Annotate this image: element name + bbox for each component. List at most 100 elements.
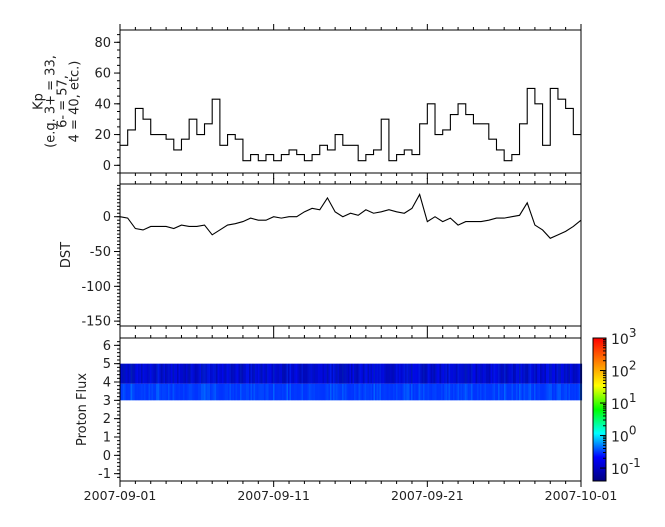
flux-cell [264,383,266,401]
flux-cell [537,363,539,384]
flux-cell [390,363,392,384]
flux-cell [169,363,172,384]
flux-cell [277,363,280,384]
flux-cell [574,383,577,401]
flux-cell [330,383,332,401]
flux-cell [120,383,122,401]
flux-cell [133,383,136,401]
flux-cell [237,383,239,401]
flux-cell [412,383,415,401]
y-axis-label-line: Kp [32,93,47,110]
flux-cell [171,363,173,384]
flux-cell [313,383,316,401]
y-tick-label: 60 [94,67,111,82]
flux-cell [160,383,163,401]
flux-cell [457,363,460,384]
flux-cell [352,363,355,384]
y-tick-label: 1 [103,431,111,446]
flux-cell [165,383,167,401]
flux-cell [523,363,526,384]
flux-cell [255,383,257,401]
flux-cell [207,383,209,401]
flux-cell [430,383,433,401]
flux-cell [483,383,485,401]
flux-cell [552,383,554,401]
flux-cell [333,383,335,401]
flux-cell [145,363,148,384]
flux-cell [229,363,232,384]
flux-cell [447,383,449,401]
flux-cell [165,363,167,384]
flux-cell [312,363,314,384]
flux-cell [517,363,520,384]
flux-cell [181,363,184,384]
flux-cell [324,363,326,384]
flux-cell [144,363,146,384]
flux-cell [330,363,332,384]
flux-cell [517,383,520,401]
flux-cell [358,383,361,401]
flux-cell [493,363,496,384]
flux-cell [427,363,430,384]
flux-cell [126,363,128,384]
flux-cell [231,383,233,401]
flux-cell [510,383,512,401]
flux-cell [466,363,469,384]
flux-cell [300,383,302,401]
flux-cell [556,363,559,384]
flux-cell [282,363,284,384]
flux-cell [268,363,271,384]
flux-cell [306,363,308,384]
flux-cell [432,363,434,384]
flux-cell [216,363,218,384]
flux-cell [418,363,421,384]
flux-cell [231,363,233,384]
flux-cell [120,363,122,384]
y-tick-label: 4 [103,376,111,391]
flux-cell [291,383,293,401]
flux-cell [507,383,509,401]
flux-cell [258,383,260,401]
flux-cell [234,383,236,401]
flux-cell [445,383,448,401]
flux-cell [129,363,131,384]
flux-cell [274,383,277,401]
flux-cell [490,363,493,384]
flux-cell [339,363,341,384]
flux-cell [370,363,373,384]
y-axis-label: Kp(e.g. 3+ = 33,6- = 57,4 = 40, etc.) [32,55,83,148]
flux-cell [267,383,269,401]
flux-cell [549,363,551,384]
flux-cell [552,363,554,384]
flux-cell [331,363,334,384]
flux-cell [193,363,196,384]
flux-cell [478,383,481,401]
flux-cell [187,383,190,401]
flux-cell [399,363,401,384]
flux-cell [190,383,193,401]
flux-cell [505,363,508,384]
flux-cell [391,363,394,384]
flux-cell [418,383,421,401]
flux-cell [511,383,514,401]
flux-cell [460,363,463,384]
flux-cell [474,383,476,401]
flux-cell [135,383,137,401]
flux-cell [315,363,317,384]
y-tick-label: 3 [103,394,111,409]
flux-cell [252,383,254,401]
flux-cell [525,383,527,401]
flux-cell [232,363,235,384]
flux-cell [486,363,488,384]
flux-cell [189,383,191,401]
flux-cell [366,363,368,384]
flux-cell [235,363,238,384]
flux-cell [481,383,484,401]
flux-cell [244,363,247,384]
flux-cell [199,363,202,384]
colorbar-tick-exponent: 1 [629,391,637,405]
flux-cell [162,363,164,384]
flux-cell [238,363,241,384]
flux-cell [387,383,389,401]
flux-cell [250,383,253,401]
